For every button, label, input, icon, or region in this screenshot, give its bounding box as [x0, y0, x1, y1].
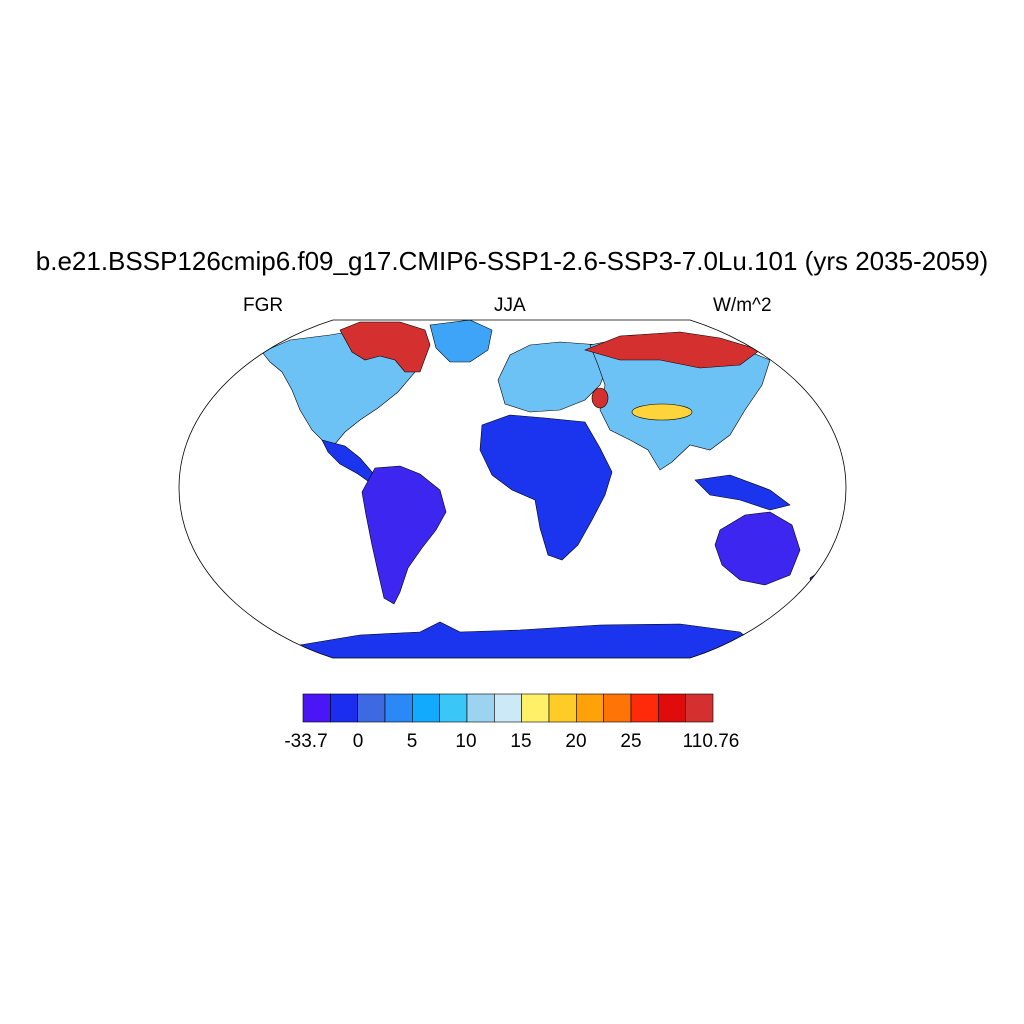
colorbar-swatch: [302, 693, 331, 723]
colorbar-swatch: [576, 693, 604, 723]
globe-outline: [178, 319, 847, 659]
greenland: [429, 320, 493, 363]
colorbar-tick-label: 10: [455, 731, 477, 752]
colorbar-tick-label: 0: [352, 731, 364, 752]
units-label: W/m^2: [713, 295, 772, 316]
colorbar-swatch: [521, 693, 550, 723]
colorbar-swatch: [494, 693, 522, 723]
new-zealand: [809, 569, 829, 589]
plot-title: b.e21.BSSP126cmip6.f09_g17.CMIP6-SSP1-2.…: [35, 246, 989, 276]
colorbar-tick-label: 25: [620, 731, 642, 752]
colorbar-swatch: [412, 693, 440, 723]
colorbar: [302, 693, 714, 723]
colorbar-tick-label: 110.76: [682, 731, 740, 752]
colorbar-tick-label: -33.7: [284, 731, 328, 752]
tibet: [631, 403, 693, 421]
colorbar-tick-label: 20: [565, 731, 587, 752]
south-america: [361, 465, 447, 605]
colorbar-tick-label: 15: [510, 731, 532, 752]
colorbar-swatch: [658, 693, 686, 723]
land-layer: [261, 320, 829, 658]
colorbar-tick-label: 5: [406, 731, 418, 752]
siberia: [584, 331, 761, 369]
colorbar-swatch: [630, 693, 659, 723]
colorbar-swatch: [357, 693, 386, 723]
antarctica: [299, 621, 761, 658]
season-label: JJA: [494, 295, 526, 316]
caspian: [591, 387, 609, 409]
australia: [714, 511, 801, 586]
colorbar-swatch: [384, 693, 413, 723]
maritime-asia: [694, 474, 791, 511]
colorbar-swatch: [439, 693, 468, 723]
africa: [479, 414, 613, 561]
arctic-canada: [339, 321, 431, 373]
variable-label: FGR: [243, 295, 284, 316]
colorbar-swatch: [466, 693, 495, 723]
colorbar-swatch: [685, 693, 714, 723]
colorbar-swatch: [330, 693, 358, 723]
colorbar-swatch: [548, 693, 577, 723]
colorbar-swatch: [603, 693, 632, 723]
